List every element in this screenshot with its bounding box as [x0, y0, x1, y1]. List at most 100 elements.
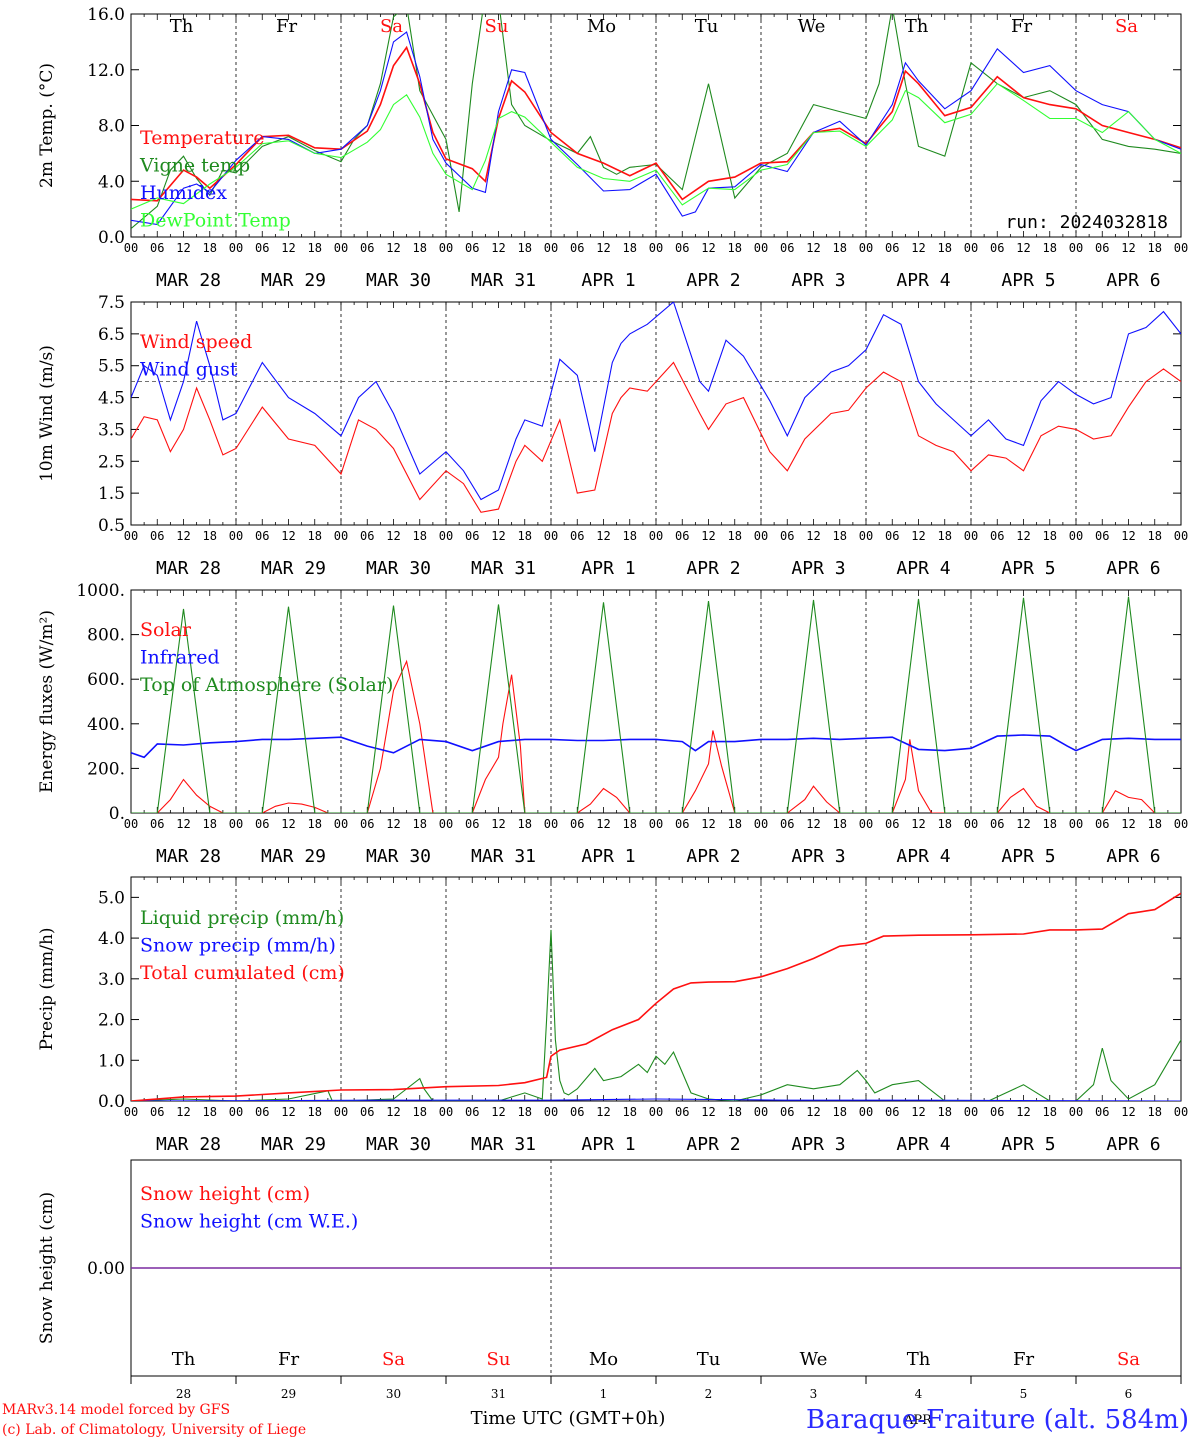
day-abbr: Tu: [695, 16, 719, 37]
hour-tick-label: 06: [570, 817, 584, 831]
day-abbr: Sa: [380, 16, 403, 37]
hour-tick-label: 00: [754, 1105, 768, 1119]
hour-tick-label: 12: [491, 817, 505, 831]
hour-tick-label: 00: [544, 817, 558, 831]
hour-tick-label: 18: [938, 529, 952, 543]
hour-tick-label: 18: [1043, 529, 1057, 543]
y-axis-label: 10m Wind (m/s): [37, 345, 57, 482]
y-tick-label: 800.: [87, 626, 125, 646]
hour-tick-label: 00: [964, 1105, 978, 1119]
date-label: MAR 30: [366, 1134, 431, 1155]
hour-tick-label: 06: [255, 241, 269, 255]
hour-tick-label: 18: [413, 1105, 427, 1119]
day-number: 31: [491, 1387, 506, 1401]
series-line-snow-precip-mm-h-: [131, 1098, 1181, 1101]
hour-tick-label: 12: [281, 817, 295, 831]
hour-tick-label: 12: [596, 529, 610, 543]
series-line-temperature: [131, 45, 1181, 202]
y-tick-label: 3.5: [98, 420, 125, 440]
hour-tick-label: 06: [885, 817, 899, 831]
hour-tick-label: 06: [570, 1105, 584, 1119]
day-number: 4: [915, 1387, 923, 1401]
hour-tick-label: 00: [964, 241, 978, 255]
hour-tick-label: 06: [885, 529, 899, 543]
credit-line-2: (c) Lab. of Climatology, University of L…: [2, 1422, 306, 1438]
hour-tick-label: 00: [229, 1105, 243, 1119]
date-label: MAR 30: [366, 846, 431, 867]
date-label: MAR 31: [471, 1134, 536, 1155]
date-label: APR 4: [896, 270, 950, 291]
hour-tick-label: 00: [1069, 1105, 1083, 1119]
day-number: 1: [600, 1387, 608, 1401]
day-abbr: Fr: [276, 16, 297, 37]
hour-tick-label: 06: [465, 817, 479, 831]
hour-tick-label: 00: [439, 529, 453, 543]
legend-entry: Vigne temp: [139, 155, 250, 177]
y-tick-label: 0.0: [98, 228, 125, 248]
date-label: APR 6: [1106, 270, 1160, 291]
y-tick-label: 4.5: [98, 389, 125, 409]
hour-tick-label: 00: [544, 1105, 558, 1119]
day-abbr: Tu: [697, 1349, 721, 1370]
plot-frame: [130, 13, 1182, 238]
day-number: 2: [705, 1387, 713, 1401]
plot-frame: [130, 301, 1182, 526]
hour-tick-label: 00: [964, 817, 978, 831]
hour-tick-label: 18: [833, 1105, 847, 1119]
date-label: MAR 31: [471, 558, 536, 579]
y-tick-label: 8.0: [98, 117, 125, 137]
hour-tick-label: 00: [439, 241, 453, 255]
day-abbr: Mo: [587, 16, 616, 37]
legend-entry: Infrared: [140, 647, 220, 669]
hour-tick-label: 18: [728, 241, 742, 255]
hour-tick-label: 06: [675, 1105, 689, 1119]
hour-tick-label: 12: [176, 1105, 190, 1119]
series-line-wind-speed: [131, 361, 1181, 513]
hour-tick-label: 06: [1095, 241, 1109, 255]
hour-tick-label: 00: [1069, 241, 1083, 255]
hour-tick-label: 18: [1148, 1105, 1162, 1119]
hour-tick-label: 18: [518, 817, 532, 831]
hour-tick-label: 06: [360, 241, 374, 255]
date-label: APR 6: [1106, 558, 1160, 579]
date-label: APR 3: [791, 558, 845, 579]
hour-tick-label: 12: [596, 241, 610, 255]
hour-tick-label: 00: [859, 817, 873, 831]
date-label: APR 1: [581, 270, 635, 291]
hour-tick-label: 12: [806, 1105, 820, 1119]
station-label: Baraque-Fraiture (alt. 584m): [806, 1405, 1189, 1435]
day-number: 3: [810, 1387, 818, 1401]
y-tick-label: 600.: [87, 670, 125, 690]
hour-tick-label: 18: [518, 529, 532, 543]
date-label: APR 4: [896, 1134, 950, 1155]
legend-entry: Temperature: [140, 127, 264, 149]
date-label: MAR 28: [156, 1134, 221, 1155]
hour-tick-label: 00: [1174, 241, 1188, 255]
day-abbr: Th: [172, 1349, 196, 1370]
day-abbr: Su: [485, 16, 509, 37]
date-label: MAR 29: [261, 558, 326, 579]
overlay-label: APR: [903, 1413, 933, 1428]
footer: MARv3.14 model forced by GFS (c) Lab. of …: [2, 1402, 1189, 1438]
hour-tick-label: 18: [413, 817, 427, 831]
hour-tick-label: 18: [728, 1105, 742, 1119]
hour-tick-label: 18: [413, 241, 427, 255]
hour-tick-label: 00: [334, 817, 348, 831]
date-label: APR 6: [1106, 846, 1160, 867]
hour-tick-label: 12: [386, 817, 400, 831]
hour-tick-label: 00: [649, 1105, 663, 1119]
hour-tick-label: 12: [386, 1105, 400, 1119]
hour-tick-label: 06: [885, 241, 899, 255]
hour-tick-label: 06: [885, 1105, 899, 1119]
hour-tick-label: 12: [1121, 1105, 1135, 1119]
series-line-dewpoint-temp: [131, 82, 1181, 210]
legend-entry: Solar: [140, 619, 192, 641]
hour-tick-label: 06: [465, 1105, 479, 1119]
hour-tick-label: 00: [754, 529, 768, 543]
date-label: APR 4: [896, 846, 950, 867]
hour-tick-label: 12: [386, 529, 400, 543]
hour-tick-label: 12: [701, 241, 715, 255]
hour-tick-label: 12: [806, 241, 820, 255]
y-axis-label: Precip (mm/h): [37, 927, 57, 1050]
day-abbr: Th: [907, 1349, 931, 1370]
